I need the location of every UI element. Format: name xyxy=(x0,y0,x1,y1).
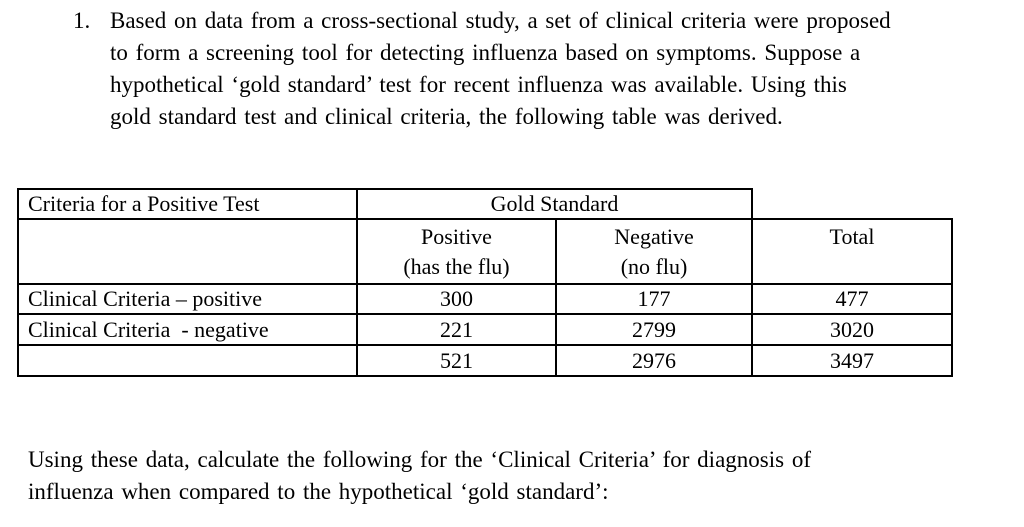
positive-header-title: Positive xyxy=(421,224,492,249)
instruction-line: influenza when compared to the hypotheti… xyxy=(28,479,609,504)
gold-standard-header-cell: Gold Standard xyxy=(356,188,753,220)
cell-positive: 521 xyxy=(356,344,557,377)
question-text: Based on data from a cross-sectional stu… xyxy=(110,5,891,133)
cell-total: 3497 xyxy=(751,344,953,377)
table-row-column-totals: 521 2976 3497 xyxy=(17,344,953,377)
row-label-cell: Clinical Criteria - negative xyxy=(17,313,358,346)
question-line: Based on data from a cross-sectional stu… xyxy=(110,8,891,33)
question-line: hypothetical ‘gold standard’ test for re… xyxy=(110,72,847,97)
total-header-title: Total xyxy=(829,224,875,249)
empty-top-right-cell xyxy=(752,189,952,219)
question-line: to form a screening tool for detecting i… xyxy=(110,40,861,65)
table-row-criteria-positive: Clinical Criteria – positive 300 177 477 xyxy=(17,283,953,315)
row-label-cell: Clinical Criteria – positive xyxy=(17,283,358,315)
total-header-cell: Total xyxy=(751,218,953,285)
cell-total: 3020 xyxy=(751,313,953,346)
cell-total: 477 xyxy=(751,283,953,315)
cell-positive: 300 xyxy=(356,283,557,315)
table-row: Criteria for a Positive Test Gold Standa… xyxy=(17,188,952,220)
contingency-table: Criteria for a Positive Test Gold Standa… xyxy=(17,188,953,377)
cell-negative: 2799 xyxy=(555,313,753,346)
table-row-criteria-negative: Clinical Criteria - negative 221 2799 30… xyxy=(17,313,953,346)
cell-negative: 177 xyxy=(555,283,753,315)
negative-header-subtitle: (no flu) xyxy=(620,254,688,279)
negative-header-cell: Negative (no flu) xyxy=(555,218,753,285)
question-number: 1. xyxy=(73,8,91,33)
question-item: 1. Based on data from a cross-sectional … xyxy=(73,5,891,133)
empty-header-cell xyxy=(17,218,358,285)
instruction-line: Using these data, calculate the followin… xyxy=(28,447,811,472)
negative-header-title: Negative xyxy=(614,224,694,249)
positive-header-cell: Positive (has the flu) xyxy=(356,218,557,285)
row-label-cell xyxy=(17,344,358,377)
question-line: gold standard test and clinical criteria… xyxy=(110,104,783,129)
table-header-row: Positive (has the flu) Negative (no flu)… xyxy=(17,218,953,285)
cell-positive: 221 xyxy=(356,313,557,346)
instruction-text: Using these data, calculate the followin… xyxy=(28,444,811,508)
corner-header-cell: Criteria for a Positive Test xyxy=(17,188,358,220)
positive-header-subtitle: (has the flu) xyxy=(403,254,510,279)
cell-negative: 2976 xyxy=(555,344,753,377)
